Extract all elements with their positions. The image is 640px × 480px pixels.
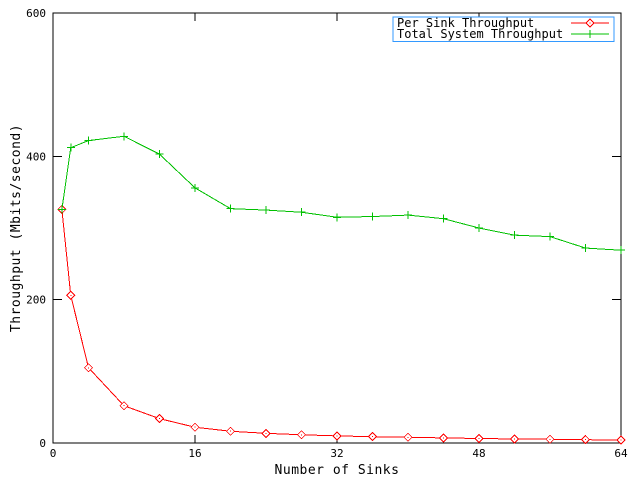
legend-box	[392, 16, 615, 42]
legend-label-per-sink-throughput: Per Sink Throughput	[397, 16, 534, 30]
x-tick-label: 0	[50, 447, 57, 460]
x-tick-label: 64	[614, 447, 628, 460]
plus-marker-total-system-throughput	[226, 204, 235, 213]
diamond-marker-per-sink-throughput	[332, 431, 342, 441]
y-axis: 0 200 400 600	[26, 7, 621, 450]
plus-marker-total-system-throughput	[84, 136, 93, 145]
plus-marker-total-system-throughput	[617, 246, 625, 255]
plus-marker-total-system-throughput	[368, 212, 377, 221]
diamond-marker-per-sink-throughput	[83, 363, 94, 373]
diamond-marker-per-sink-throughput	[66, 290, 76, 301]
x-tick-label: 16	[188, 447, 201, 460]
plus-marker-total-system-throughput	[510, 231, 519, 240]
y-axis-title: Throughput (Mbits/second)	[9, 124, 24, 332]
plus-marker-total-system-throughput	[439, 214, 448, 223]
plus-marker-total-system-throughput	[120, 132, 128, 141]
plus-marker-total-system-throughput	[66, 143, 75, 152]
diamond-marker-per-sink-throughput	[367, 431, 378, 442]
plus-marker-total-system-throughput	[262, 206, 270, 215]
y-tick-label: 0	[39, 437, 46, 450]
diamond-marker-per-sink-throughput	[261, 428, 271, 439]
plus-marker-total-system-throughput	[155, 150, 164, 159]
y-tick-label: 200	[26, 294, 46, 307]
diamond-marker-per-sink-throughput	[474, 433, 484, 444]
diamond-marker-legend-per-sink-throughput	[585, 18, 595, 28]
plus-marker-total-system-throughput	[546, 232, 554, 241]
plus-marker-total-system-throughput	[297, 208, 306, 217]
diamond-marker-per-sink-throughput	[190, 422, 200, 432]
plus-marker-total-system-throughput	[581, 244, 590, 253]
plus-marker-total-system-throughput	[57, 205, 66, 214]
series-line-total-system-throughput	[61, 135, 622, 251]
plot-border	[52, 12, 622, 444]
diamond-marker-per-sink-throughput	[438, 433, 449, 443]
diamond-marker-per-sink-throughput	[119, 401, 129, 411]
y-tick-label: 600	[26, 7, 46, 20]
legend-label-total-system-throughput: Total System Throughput	[397, 27, 563, 41]
diamond-marker-per-sink-throughput	[580, 434, 591, 445]
plus-marker-total-system-throughput	[191, 183, 199, 192]
x-tick-label: 32	[330, 447, 343, 460]
diamond-marker-per-sink-throughput	[509, 434, 520, 444]
plus-marker-total-system-throughput	[475, 224, 483, 232]
diamond-marker-per-sink-throughput	[154, 413, 165, 424]
plus-marker-total-system-throughput	[333, 213, 341, 222]
series-total-system-throughput	[57, 132, 625, 255]
x-tick-label: 48	[472, 447, 485, 460]
x-axis-title: Number of Sinks	[275, 463, 400, 478]
diamond-marker-per-sink-throughput	[403, 432, 413, 442]
series-line-per-sink-throughput	[61, 209, 622, 441]
y-tick-label: 400	[26, 150, 46, 163]
diamond-marker-per-sink-throughput	[545, 434, 555, 444]
diamond-marker-per-sink-throughput	[225, 426, 236, 436]
plus-marker-total-system-throughput	[404, 211, 412, 220]
diamond-marker-per-sink-throughput	[296, 430, 307, 440]
series-per-sink-throughput	[57, 204, 626, 445]
legend-entry-per-sink-throughput: Per Sink Throughput	[397, 16, 609, 30]
plus-marker-legend-total-system-throughput	[586, 30, 594, 38]
legend-entry-total-system-throughput: Total System Throughput	[397, 27, 609, 41]
diamond-marker-per-sink-throughput	[616, 435, 626, 445]
